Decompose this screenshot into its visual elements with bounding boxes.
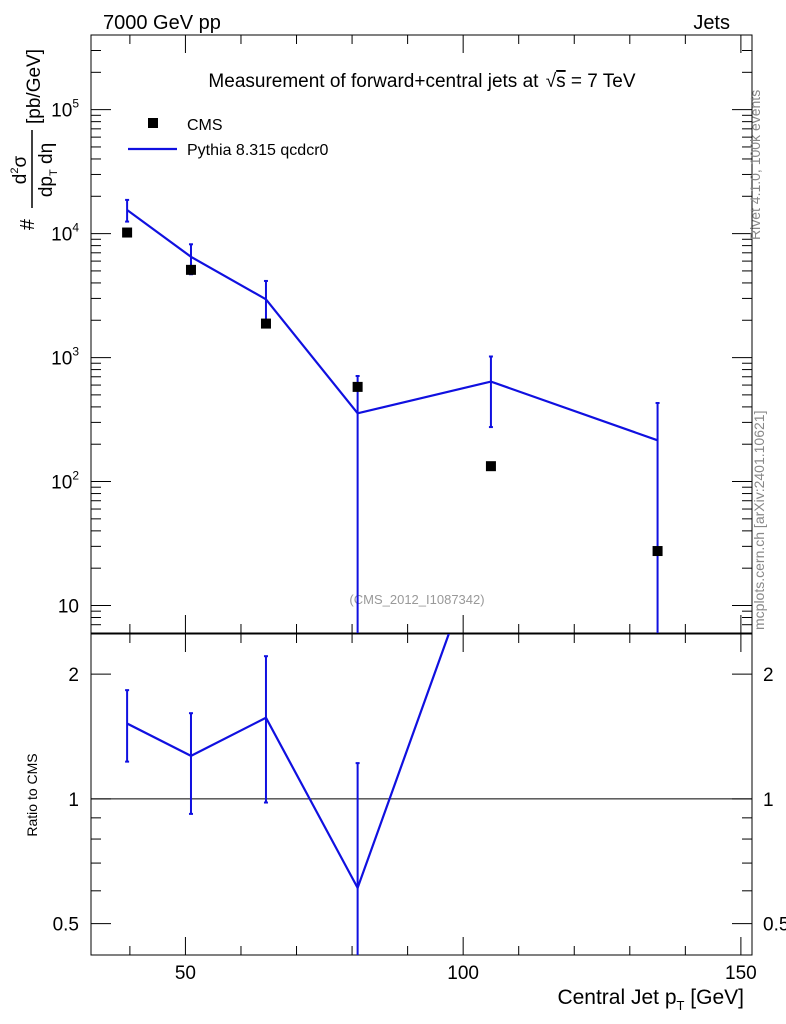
ylabel-denominator: dpT dη bbox=[36, 143, 60, 197]
xtick-label: 100 bbox=[447, 963, 479, 984]
xlabel-sub: T bbox=[677, 998, 685, 1013]
ylabel-den-rest: dη bbox=[36, 143, 57, 169]
analysis-watermark: (CMS_2012_I1087342) bbox=[349, 592, 484, 607]
ratio-ytick-label-right: 1 bbox=[763, 790, 774, 811]
ytick-base: 10 bbox=[51, 225, 72, 246]
ratio-ytick-label-right: 2 bbox=[763, 665, 774, 686]
xtick-labels: 50 100 150 bbox=[175, 963, 757, 984]
xlabel-units: [GeV] bbox=[684, 986, 744, 1009]
ratio-series bbox=[91, 634, 752, 955]
ylabel-numerator: d2σ bbox=[9, 156, 31, 185]
cms-data-point bbox=[260, 318, 271, 329]
main-panel-frame bbox=[90, 34, 753, 634]
cms-data-point bbox=[352, 381, 363, 392]
chart-title: Measurement of forward+central jets at √… bbox=[208, 71, 635, 92]
cms-data-point bbox=[122, 227, 133, 238]
cms-data-point bbox=[652, 546, 663, 557]
title-suffix: = 7 TeV bbox=[566, 71, 636, 92]
main-ylabel: # d2σ dpT dη [pb/GeV] bbox=[9, 49, 60, 230]
side-label-mcplots: mcplots.cern.ch [arXiv:2401.10621] bbox=[751, 411, 767, 630]
mc-line bbox=[126, 209, 658, 442]
xlabel-main: Central Jet p bbox=[557, 986, 676, 1009]
ytick-exp: 3 bbox=[72, 345, 79, 359]
ylabel-den-dp: dp bbox=[36, 176, 57, 197]
x-axis-label: Central Jet pT [GeV] bbox=[557, 986, 744, 1013]
cms-data-point bbox=[485, 461, 496, 472]
main-axis-ticks bbox=[91, 34, 752, 634]
ylabel-num-d: d bbox=[10, 174, 31, 185]
ratio-ytick-label-right: 0.5 bbox=[763, 915, 786, 936]
header-right: Jets bbox=[693, 12, 730, 34]
main-ytick-label: 104 bbox=[51, 221, 79, 246]
ylabel-units: [pb/GeV] bbox=[24, 49, 45, 124]
legend-marker-cms bbox=[148, 118, 158, 128]
legend-label-cms: CMS bbox=[187, 117, 223, 134]
ratio-axis-ticks bbox=[91, 634, 752, 955]
ylabel-den-sub: T bbox=[48, 169, 60, 176]
ratio-ytick-label-left: 2 bbox=[68, 665, 79, 686]
ytick-exp: 2 bbox=[72, 469, 79, 483]
ytick-exp: 5 bbox=[72, 97, 79, 111]
ratio-panel-frame bbox=[90, 633, 753, 956]
ytick-base: 10 bbox=[51, 349, 72, 370]
ytick-base: 10 bbox=[51, 101, 72, 122]
ytick-exp: 4 bbox=[72, 221, 79, 235]
ylabel-num-exp: 2 bbox=[9, 168, 21, 174]
xtick-label: 150 bbox=[725, 963, 757, 984]
ylabel-hash: # bbox=[17, 218, 39, 230]
main-ytick-label: 103 bbox=[51, 345, 79, 370]
title-sqrt-arg: s bbox=[556, 71, 566, 92]
ytick-base: 10 bbox=[51, 473, 72, 494]
main-ytick-label: 105 bbox=[51, 97, 79, 122]
ratio-ytick-label-left: 1 bbox=[68, 790, 79, 811]
main-ytick-label: 10 bbox=[58, 596, 79, 617]
cms-data-point bbox=[185, 264, 196, 275]
title-prefix: Measurement of forward+central jets at bbox=[208, 71, 543, 92]
ratio-ytick-labels: 0.5 0.5 1 1 2 2 bbox=[53, 665, 786, 935]
header-left: 7000 GeV pp bbox=[103, 12, 221, 34]
main-series bbox=[122, 198, 663, 633]
legend: CMS Pythia 8.315 qcdcr0 bbox=[128, 117, 329, 159]
ratio-ylabel: Ratio to CMS bbox=[24, 753, 40, 836]
side-label-rivet: Rivet 4.1.0, 100k events bbox=[747, 90, 763, 240]
title-sqrt-sign: √ bbox=[546, 71, 557, 92]
xtick-label: 50 bbox=[175, 963, 196, 984]
main-ytick-label: 102 bbox=[51, 469, 79, 494]
legend-label-mc: Pythia 8.315 qcdcr0 bbox=[187, 142, 329, 159]
ylabel-num-sym: σ bbox=[10, 156, 31, 168]
ratio-line bbox=[126, 634, 450, 891]
ratio-ytick-label-left: 0.5 bbox=[53, 915, 79, 936]
